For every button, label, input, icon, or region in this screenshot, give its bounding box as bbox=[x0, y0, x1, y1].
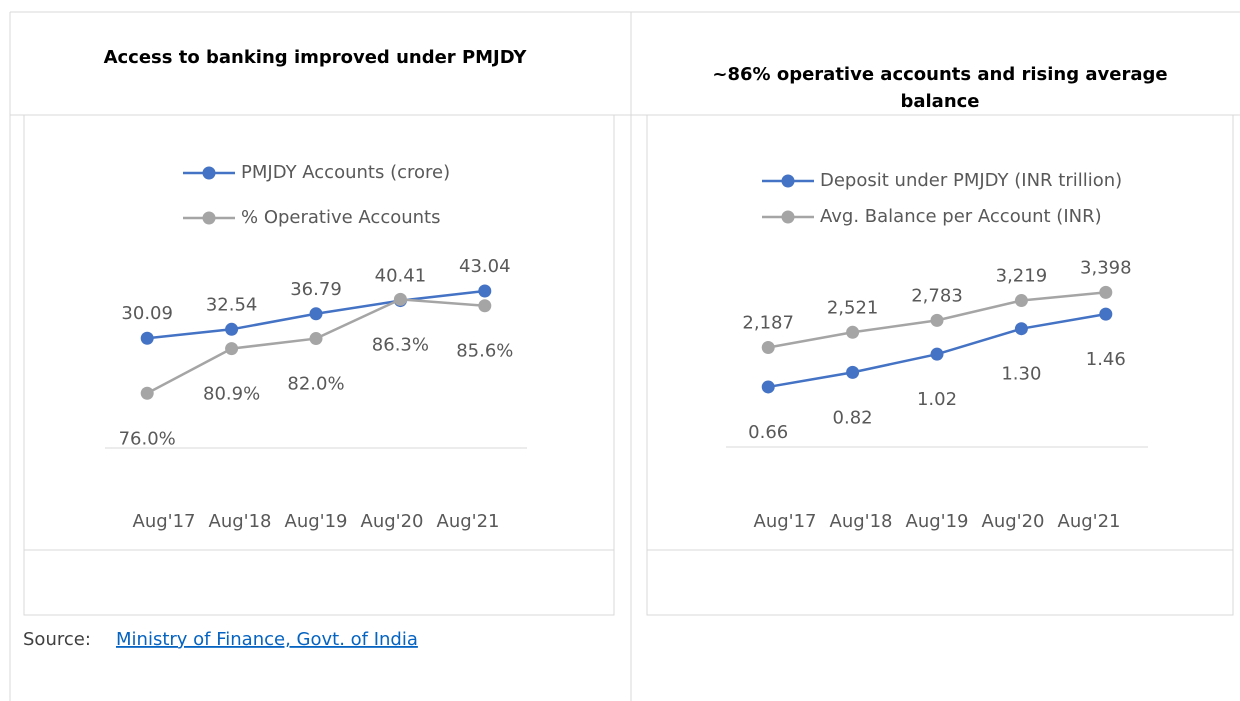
data-point bbox=[478, 284, 492, 298]
data-label: 32.54 bbox=[206, 294, 258, 315]
x-tick-label: Aug'17 bbox=[754, 511, 817, 532]
legend-marker bbox=[781, 210, 795, 224]
data-point bbox=[478, 299, 492, 313]
legend-label: Deposit under PMJDY (INR trillion) bbox=[820, 170, 1122, 191]
data-label: 3,398 bbox=[1080, 257, 1132, 278]
legend-label: Avg. Balance per Account (INR) bbox=[820, 206, 1102, 227]
source-label: Source: bbox=[23, 629, 91, 650]
data-label: 0.66 bbox=[748, 422, 788, 443]
title-box: Access to banking improved under PMJDY bbox=[103, 47, 527, 68]
x-tick-label: Aug'19 bbox=[906, 511, 969, 532]
data-point bbox=[225, 322, 239, 336]
chart-frame bbox=[23, 114, 615, 616]
data-label: 2,187 bbox=[742, 312, 794, 333]
chart-frame bbox=[646, 114, 1234, 616]
data-label: 1.02 bbox=[917, 389, 957, 410]
legend-label: PMJDY Accounts (crore) bbox=[241, 162, 450, 183]
data-label: 2,521 bbox=[827, 297, 879, 318]
data-point bbox=[225, 342, 239, 356]
data-point bbox=[140, 331, 154, 345]
x-tick-label: Aug'19 bbox=[285, 511, 348, 532]
data-point bbox=[309, 307, 323, 321]
x-tick-label: Aug'17 bbox=[133, 511, 196, 532]
legend-marker bbox=[202, 211, 216, 225]
data-point bbox=[846, 365, 860, 379]
data-point bbox=[140, 386, 154, 400]
data-label: 36.79 bbox=[290, 279, 342, 300]
data-label: 2,783 bbox=[911, 285, 963, 306]
data-point bbox=[393, 292, 407, 306]
data-point bbox=[761, 380, 775, 394]
title-box: ~86% operative accounts and rising avera… bbox=[712, 64, 1168, 112]
data-point bbox=[1099, 307, 1113, 321]
data-point bbox=[1099, 285, 1113, 299]
x-tick-label: Aug'20 bbox=[982, 511, 1045, 532]
data-point bbox=[930, 347, 944, 361]
data-label: 0.82 bbox=[833, 407, 873, 428]
x-tick-label: Aug'21 bbox=[1058, 511, 1121, 532]
data-label: 86.3% bbox=[372, 334, 429, 355]
data-label: 1.46 bbox=[1086, 349, 1126, 370]
x-tick-label: Aug'20 bbox=[361, 511, 424, 532]
data-label: 85.6% bbox=[456, 341, 513, 362]
chart-title: ~86% operative accounts and rising avera… bbox=[712, 64, 1168, 112]
data-point bbox=[761, 340, 775, 354]
legend-label: % Operative Accounts bbox=[241, 207, 441, 228]
data-label: 80.9% bbox=[203, 384, 260, 405]
data-point bbox=[930, 313, 944, 327]
x-tick-label: Aug'21 bbox=[437, 511, 500, 532]
x-tick-label: Aug'18 bbox=[209, 511, 272, 532]
source-link[interactable]: Ministry of Finance, Govt. of India bbox=[116, 629, 418, 650]
data-label: 3,219 bbox=[996, 266, 1048, 287]
chart-title: Access to banking improved under PMJDY bbox=[103, 47, 527, 68]
data-label: 1.30 bbox=[1001, 364, 1041, 385]
data-label: 76.0% bbox=[119, 428, 176, 449]
data-point bbox=[309, 332, 323, 346]
data-point bbox=[1014, 322, 1028, 336]
data-label: 43.04 bbox=[459, 256, 511, 277]
x-tick-label: Aug'18 bbox=[830, 511, 893, 532]
data-label: 40.41 bbox=[375, 266, 427, 287]
data-label: 30.09 bbox=[121, 303, 173, 324]
data-point bbox=[846, 325, 860, 339]
data-label: 82.0% bbox=[287, 374, 344, 395]
legend-marker bbox=[781, 174, 795, 188]
legend-marker bbox=[202, 166, 216, 180]
data-point bbox=[1014, 294, 1028, 308]
